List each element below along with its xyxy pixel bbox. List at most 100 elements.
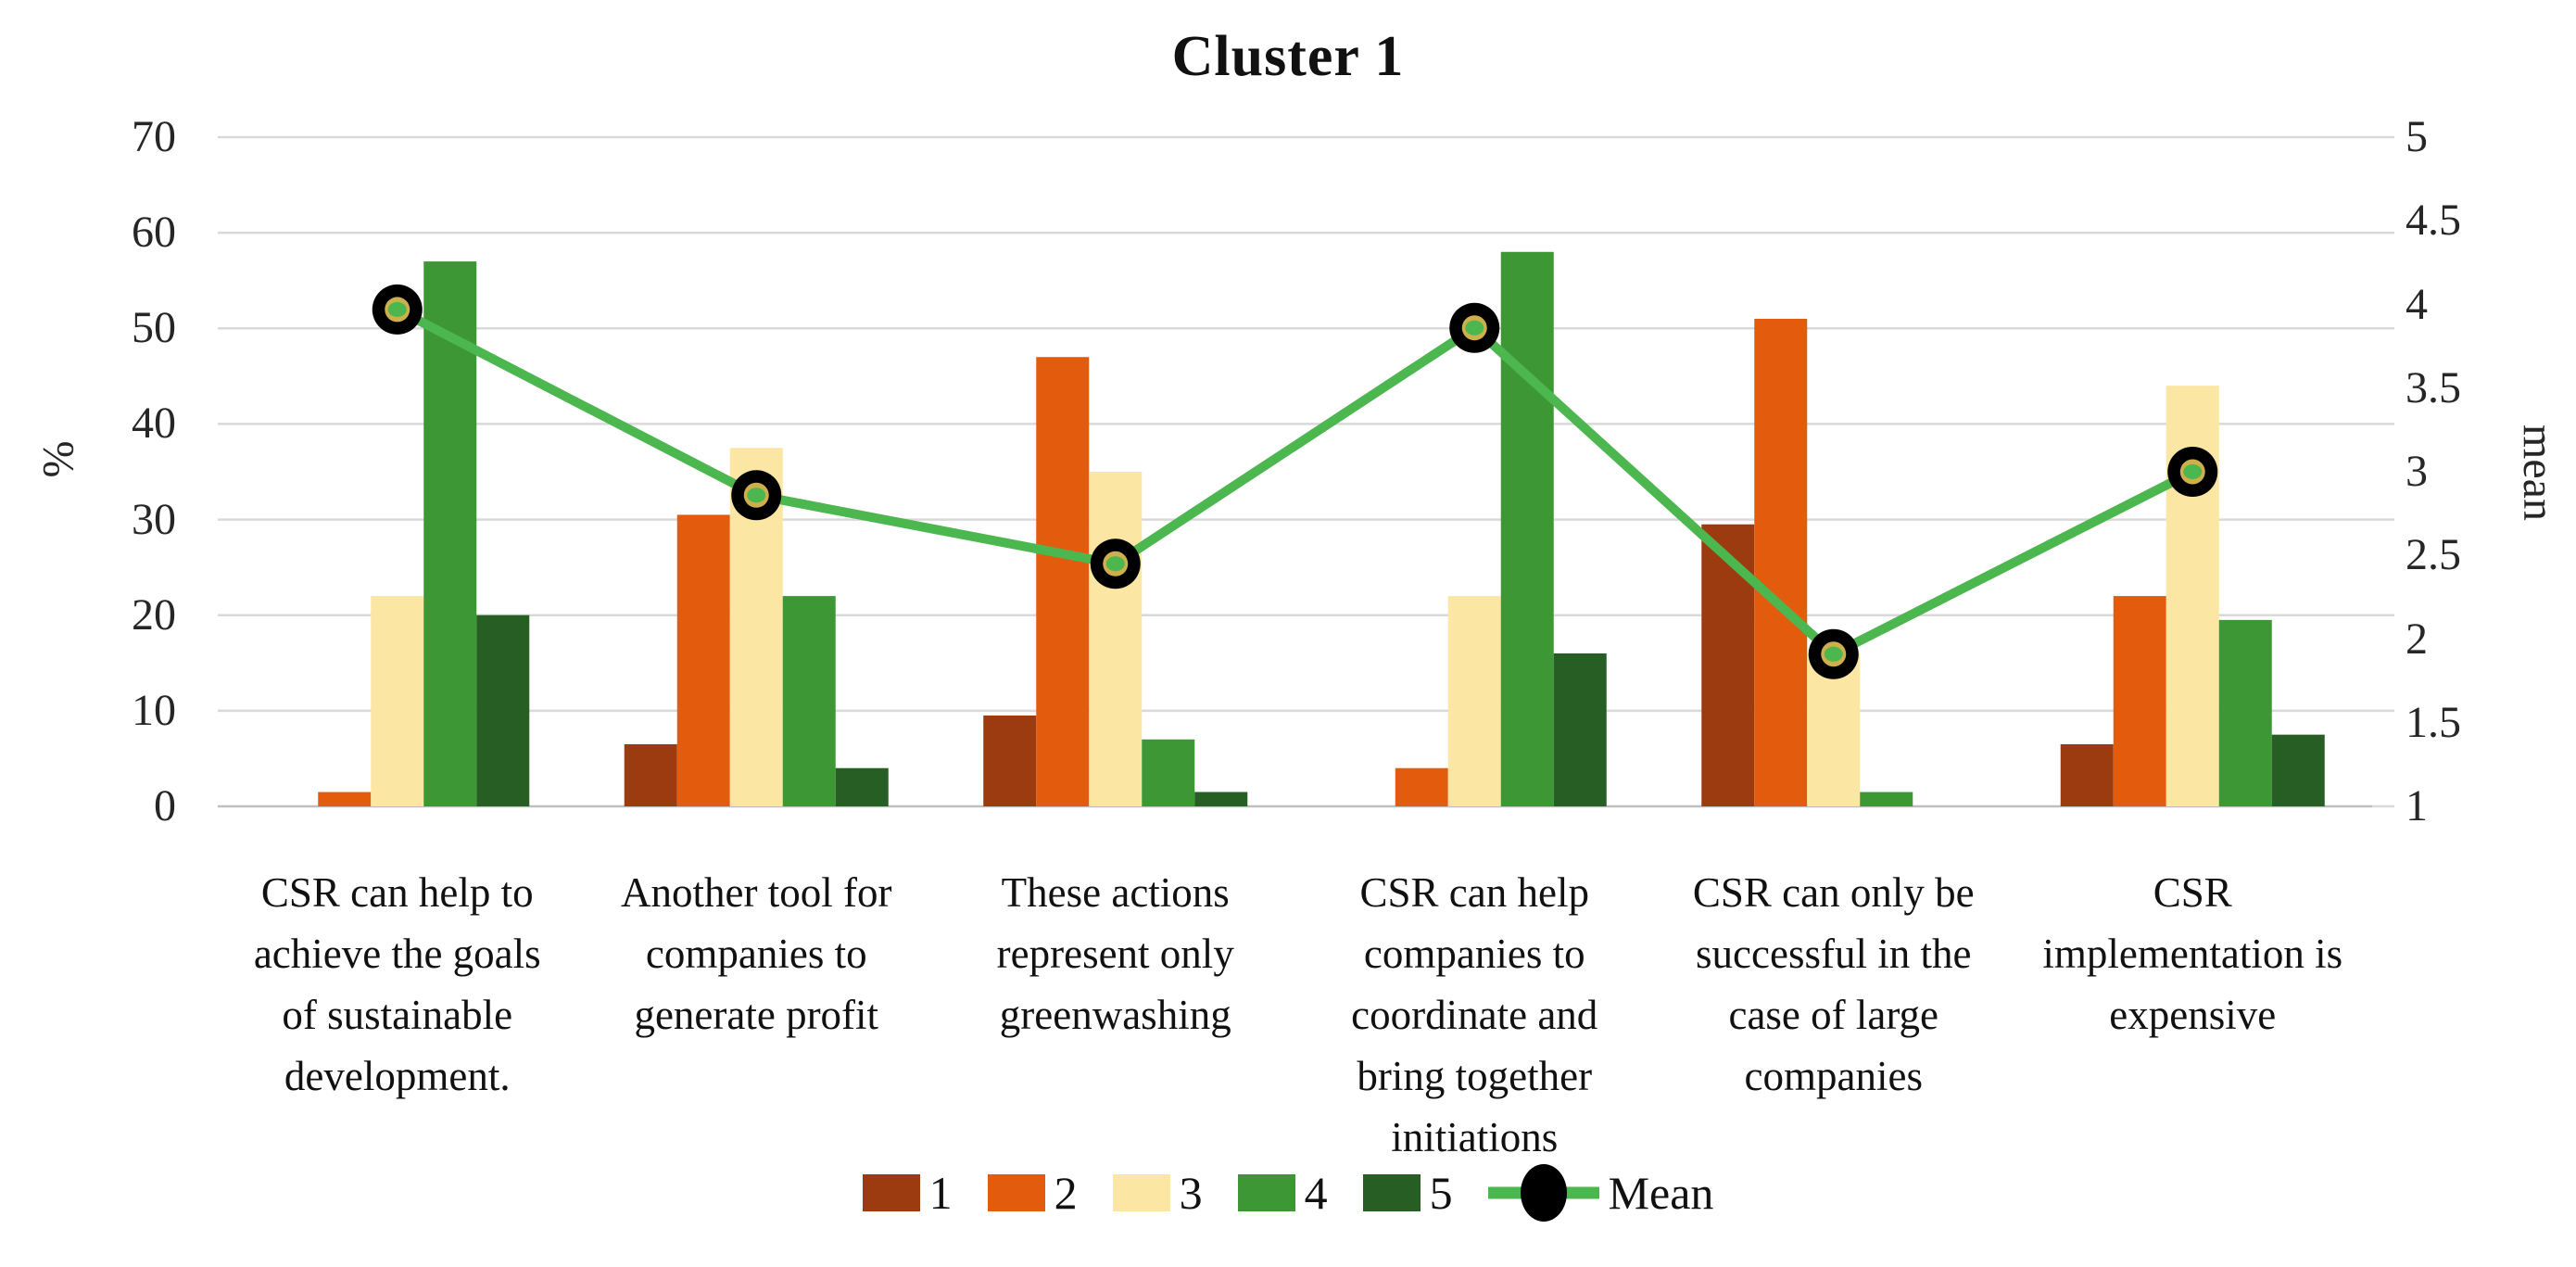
category-label-line: These actions xyxy=(1001,869,1230,916)
bar-series4-group6 xyxy=(2218,619,2272,806)
bar-series5-group3 xyxy=(1194,792,1248,806)
mean-marker-center xyxy=(1105,556,1125,572)
bar-series1-group6 xyxy=(2060,743,2114,806)
category-label-line: CSR can help xyxy=(1359,869,1589,916)
legend-swatch-icon xyxy=(987,1174,1045,1211)
category-label-line: of sustainable xyxy=(282,992,513,1038)
right-axis-tick-label: 4 xyxy=(2406,279,2428,329)
right-axis-tick-label: 2 xyxy=(2406,614,2428,664)
legend-item-3: 3 xyxy=(1112,1166,1203,1220)
legend-label: 2 xyxy=(1054,1167,1078,1219)
category-label-line: development. xyxy=(284,1053,511,1099)
category-label-line: CSR can only be xyxy=(1692,869,1975,916)
right-axis-title: mean xyxy=(2514,424,2563,521)
left-axis-title: % xyxy=(33,440,83,478)
right-axis-tick-label: 1.5 xyxy=(2406,697,2461,747)
right-axis-tick-label: 5 xyxy=(2406,112,2428,161)
bar-series4-group1 xyxy=(423,261,477,807)
bar-series2-group5 xyxy=(1754,318,1808,806)
bar-series2-group6 xyxy=(2113,596,2166,806)
legend-mean-marker-icon xyxy=(1487,1164,1599,1222)
legend-label: 4 xyxy=(1304,1167,1328,1219)
left-axis-tick-label: 0 xyxy=(154,781,176,830)
bar-series4-group3 xyxy=(1142,739,1195,806)
category-label-line: implementation is xyxy=(2042,931,2343,977)
category-label-line: companies to xyxy=(645,931,867,977)
category-label-line: Another tool for xyxy=(621,869,892,916)
left-axis-tick-label: 50 xyxy=(132,303,176,353)
legend-item-5: 5 xyxy=(1362,1166,1453,1220)
legend-swatch-icon xyxy=(1237,1174,1295,1211)
bar-series3-group3 xyxy=(1089,472,1143,806)
legend-item-2: 2 xyxy=(987,1166,1078,1220)
category-label-6: CSR implementation is expensive xyxy=(2016,862,2368,1045)
left-axis-tick-label: 20 xyxy=(132,589,176,640)
left-axis-tick-label: 10 xyxy=(132,685,176,735)
category-label-line: companies to xyxy=(1363,931,1585,977)
category-label-5: CSR can only be successful in the case of … xyxy=(1658,862,2010,1107)
bar-series3-group4 xyxy=(1447,596,1501,806)
bar-series5-group6 xyxy=(2271,734,2325,806)
category-label-line: represent only xyxy=(996,931,1234,977)
legend-swatch-icon xyxy=(862,1174,920,1211)
legend-item-mean: Mean xyxy=(1487,1160,1714,1225)
bar-series5-group1 xyxy=(476,614,530,806)
left-axis-tick-label: 30 xyxy=(132,494,176,544)
mean-marker-center xyxy=(2183,464,2203,479)
bar-series5-group2 xyxy=(835,767,889,806)
category-label-line: CSR can help to xyxy=(260,869,534,916)
mean-marker-center xyxy=(387,301,407,317)
left-axis-tick-label: 40 xyxy=(132,399,176,449)
right-axis-tick-label: 3 xyxy=(2406,447,2428,496)
bar-series4-group4 xyxy=(1500,251,1554,806)
legend-label: Mean xyxy=(1608,1167,1714,1219)
category-label-line: coordinate and xyxy=(1351,992,1598,1038)
chart-legend: 1 2 3 4 5 Mean xyxy=(0,1160,2576,1225)
bar-series2-group2 xyxy=(676,514,730,806)
category-label-line: generate profit xyxy=(634,992,879,1038)
category-label-line: greenwashing xyxy=(999,992,1231,1038)
legend-swatch-icon xyxy=(1112,1174,1170,1211)
bar-series4-group5 xyxy=(1860,792,1913,806)
bar-series1-group5 xyxy=(1701,524,1755,806)
legend-swatch-icon xyxy=(1362,1174,1421,1211)
category-label-line: expensive xyxy=(2109,992,2277,1038)
bar-series2-group4 xyxy=(1395,767,1448,806)
category-label-line: case of large xyxy=(1728,992,1939,1038)
category-label-2: Another tool for companies to generate pro… xyxy=(580,862,932,1045)
mean-line xyxy=(392,304,2198,659)
category-label-4: CSR can help companies to coordinate and br… xyxy=(1298,862,1650,1168)
bar-series2-group1 xyxy=(318,792,372,806)
bar-series4-group2 xyxy=(782,596,836,806)
category-label-line: bring together xyxy=(1357,1053,1593,1099)
bar-series1-group2 xyxy=(624,743,677,806)
right-axis-tick-label: 2.5 xyxy=(2406,530,2461,580)
category-label-line: achieve the goals xyxy=(253,931,541,977)
category-label-line: successful in the xyxy=(1696,931,1972,977)
legend-item-1: 1 xyxy=(862,1166,953,1220)
category-label-line: initiations xyxy=(1391,1114,1559,1160)
category-label-3: These actions represent only greenwashing xyxy=(940,862,1292,1045)
bar-series3-group1 xyxy=(371,596,424,806)
mean-marker-center xyxy=(1824,646,1843,662)
category-label-1: CSR can help to achieve the goals of susta… xyxy=(221,862,574,1107)
left-axis-tick-label: 70 xyxy=(132,112,176,161)
right-axis-tick-label: 1 xyxy=(2406,781,2428,830)
bar-series5-group4 xyxy=(1553,653,1607,806)
legend-item-4: 4 xyxy=(1237,1166,1328,1220)
legend-label: 1 xyxy=(928,1167,953,1219)
right-axis-tick-label: 3.5 xyxy=(2406,362,2461,412)
legend-label: 3 xyxy=(1179,1167,1203,1219)
bar-series1-group3 xyxy=(983,716,1037,806)
category-label-line: companies xyxy=(1744,1053,1923,1099)
mean-marker-center xyxy=(747,488,766,503)
right-axis-tick-label: 4.5 xyxy=(2406,196,2461,246)
bar-series2-group3 xyxy=(1036,357,1090,806)
chart-title: Cluster 1 xyxy=(1171,25,1405,88)
mean-marker-center xyxy=(1465,320,1484,336)
category-label-line: CSR xyxy=(2153,869,2232,916)
legend-label: 5 xyxy=(1429,1167,1453,1219)
left-axis-tick-label: 60 xyxy=(132,208,176,258)
